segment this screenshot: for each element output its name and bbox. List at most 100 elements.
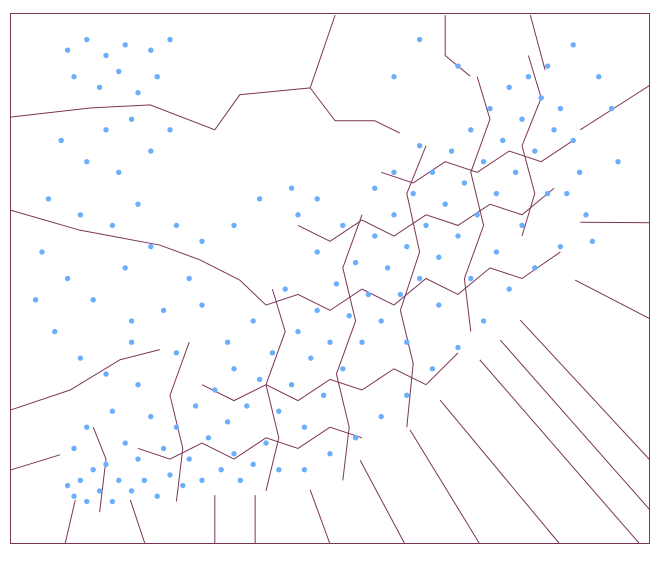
data-point-95 [404, 339, 410, 345]
voronoi-edge-23 [137, 426, 363, 460]
data-point-99 [519, 222, 525, 229]
data-point-159 [608, 105, 615, 112]
voronoi-edge-9 [574, 279, 651, 320]
data-point-148 [103, 371, 109, 377]
data-point-63 [448, 148, 455, 154]
data-point-85 [532, 265, 538, 271]
data-point-23 [148, 413, 154, 420]
data-point-138 [77, 212, 84, 218]
data-point-10 [141, 477, 148, 483]
data-point-40 [320, 392, 327, 399]
data-point-128 [135, 89, 141, 96]
data-point-72 [506, 84, 512, 91]
data-point-6 [90, 466, 96, 473]
data-point-7 [116, 477, 122, 483]
data-point-49 [378, 318, 384, 324]
data-point-31 [276, 466, 282, 473]
data-point-119 [64, 47, 71, 53]
data-point-134 [116, 169, 122, 175]
data-point-145 [148, 243, 154, 250]
data-point-22 [231, 451, 237, 457]
data-point-126 [96, 84, 103, 91]
voronoi-edge-31 [169, 342, 190, 502]
data-point-50 [384, 265, 391, 271]
data-point-2 [96, 488, 103, 494]
data-point-4 [109, 498, 116, 505]
voronoi-edge-16 [309, 489, 331, 545]
data-point-45 [333, 281, 340, 287]
data-point-121 [103, 52, 109, 59]
data-point-90 [404, 392, 410, 399]
data-point-66 [468, 127, 474, 133]
voronoi-edge-2 [9, 209, 240, 281]
data-point-87 [480, 318, 487, 324]
data-point-115 [314, 249, 320, 255]
data-point-1 [84, 498, 90, 505]
data-point-43 [340, 366, 346, 372]
data-point-82 [583, 212, 589, 218]
data-point-120 [84, 36, 90, 43]
data-point-157 [570, 42, 576, 48]
data-point-129 [154, 74, 160, 80]
voronoi-edge-4 [9, 454, 61, 471]
data-point-133 [84, 158, 90, 165]
data-point-102 [250, 318, 256, 324]
data-point-109 [109, 408, 116, 414]
data-point-37 [301, 424, 308, 430]
voronoi-edge-1 [309, 87, 400, 134]
data-point-149 [128, 318, 135, 324]
data-point-156 [314, 196, 320, 202]
data-point-144 [122, 265, 128, 271]
data-point-69 [487, 105, 493, 112]
voronoi-edge-22 [201, 352, 459, 402]
data-point-151 [173, 222, 180, 229]
data-point-57 [410, 190, 416, 197]
data-point-44 [346, 312, 352, 319]
data-point-86 [506, 286, 512, 292]
data-point-98 [493, 249, 500, 255]
data-point-111 [84, 424, 90, 430]
data-point-65 [480, 158, 487, 165]
data-point-55 [416, 275, 423, 282]
data-point-160 [615, 158, 621, 165]
data-point-136 [167, 127, 173, 133]
voronoi-edge-17 [64, 499, 76, 545]
data-point-15 [160, 445, 167, 452]
data-point-94 [301, 466, 308, 473]
data-point-93 [327, 451, 333, 457]
data-point-146 [52, 328, 58, 335]
data-point-21 [218, 466, 224, 473]
data-point-53 [404, 243, 410, 250]
data-point-79 [570, 137, 576, 144]
data-point-105 [173, 350, 180, 356]
data-point-38 [308, 355, 314, 361]
data-point-73 [532, 148, 538, 154]
data-point-48 [352, 259, 359, 266]
voronoi-edge-7 [579, 84, 651, 131]
data-point-89 [429, 366, 436, 372]
data-point-8 [128, 488, 135, 494]
data-point-163 [391, 74, 397, 80]
voronoi-edge-29 [463, 76, 491, 332]
voronoi-edge-10 [519, 319, 651, 461]
data-point-100 [544, 190, 551, 197]
data-point-11 [154, 493, 160, 499]
data-point-135 [148, 148, 154, 154]
voronoi-edge-25 [381, 140, 574, 184]
data-point-97 [468, 275, 474, 282]
data-point-19 [173, 424, 180, 430]
voronoi-edge-14 [409, 429, 481, 545]
data-point-56 [423, 222, 429, 229]
data-point-68 [500, 137, 506, 144]
voronoi-edge-5 [444, 15, 471, 77]
data-point-123 [148, 47, 154, 53]
data-point-137 [45, 196, 52, 202]
data-point-14 [122, 440, 128, 446]
data-point-88 [455, 344, 461, 351]
data-point-116 [295, 212, 301, 218]
data-point-113 [372, 185, 378, 191]
data-point-46 [359, 339, 365, 345]
data-point-108 [135, 382, 141, 388]
data-point-142 [64, 275, 71, 282]
